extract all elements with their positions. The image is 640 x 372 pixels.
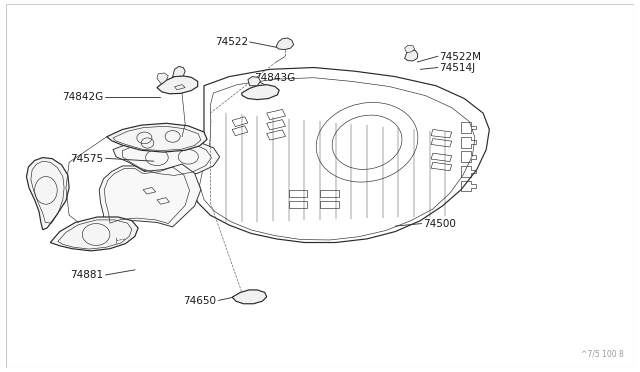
Polygon shape	[232, 290, 267, 304]
Text: 74881: 74881	[70, 270, 104, 280]
Text: 74843G: 74843G	[254, 73, 296, 83]
Polygon shape	[248, 77, 260, 86]
Polygon shape	[113, 137, 220, 177]
Polygon shape	[276, 38, 294, 49]
Text: 74522: 74522	[215, 37, 248, 47]
Polygon shape	[157, 73, 168, 84]
Text: 74842G: 74842G	[62, 92, 104, 102]
Text: ^7/5 100 8: ^7/5 100 8	[582, 349, 624, 358]
Polygon shape	[107, 123, 207, 152]
Polygon shape	[404, 50, 418, 61]
Text: 74500: 74500	[424, 219, 456, 229]
Polygon shape	[99, 164, 201, 227]
Text: 74575: 74575	[70, 154, 104, 164]
Polygon shape	[191, 68, 490, 243]
Polygon shape	[51, 217, 138, 251]
Polygon shape	[173, 67, 185, 77]
Text: 74514J: 74514J	[439, 62, 476, 73]
Polygon shape	[26, 158, 69, 230]
Polygon shape	[242, 85, 279, 100]
Text: 74522M: 74522M	[439, 52, 481, 62]
Text: 74650: 74650	[184, 296, 216, 306]
Polygon shape	[404, 45, 415, 52]
Polygon shape	[157, 76, 198, 94]
